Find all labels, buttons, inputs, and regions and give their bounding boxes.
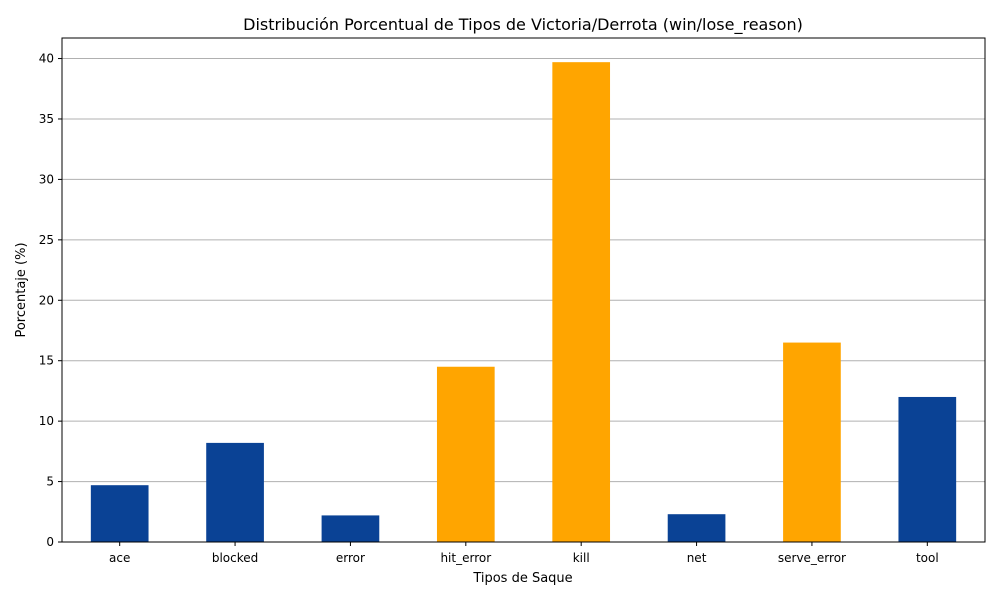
y-tick-label: 10 — [39, 414, 54, 428]
grid-lines — [62, 58, 985, 543]
y-tick-label: 30 — [39, 172, 54, 186]
x-axis-ticks: ace blocked error hit_error kill net serve_err… — [109, 542, 939, 565]
y-tick-label: 20 — [39, 293, 54, 307]
x-tick-label-blocked: blocked — [212, 551, 258, 565]
x-tick-label-hit_error: hit_error — [440, 551, 491, 565]
bar-ace — [90, 485, 149, 542]
y-tick-label: 5 — [46, 475, 54, 489]
x-tick-label-kill: kill — [573, 551, 590, 565]
y-tick-label: 40 — [39, 52, 54, 66]
y-tick-label: 0 — [46, 535, 54, 549]
x-axis-label: Tipos de Saque — [472, 571, 572, 586]
bar-net — [667, 514, 726, 542]
plot-frame — [61, 37, 986, 543]
x-tick-label-ace: ace — [109, 551, 130, 565]
x-tick-label-net: net — [687, 551, 707, 565]
bar-serve_error — [783, 342, 841, 542]
bar-error — [321, 515, 380, 542]
bar-tool — [898, 396, 957, 542]
y-tick-label: 15 — [39, 354, 54, 368]
y-tick-label: 25 — [39, 233, 54, 247]
y-axis-label: Porcentaje (%) — [14, 242, 29, 337]
bar-blocked — [206, 442, 264, 542]
x-tick-label-error: error — [336, 551, 365, 565]
x-tick-label-tool: tool — [916, 551, 939, 565]
bars — [90, 62, 957, 542]
bar-hit_error — [436, 366, 495, 542]
x-tick-label-serve_error: serve_error — [778, 551, 846, 565]
bar-kill — [552, 62, 611, 542]
chart-title: Distribución Porcentual de Tipos de Vict… — [243, 15, 803, 35]
y-tick-label: 35 — [39, 112, 54, 126]
y-axis-ticks: 0 5 10 15 20 25 30 35 40 — [39, 52, 62, 549]
